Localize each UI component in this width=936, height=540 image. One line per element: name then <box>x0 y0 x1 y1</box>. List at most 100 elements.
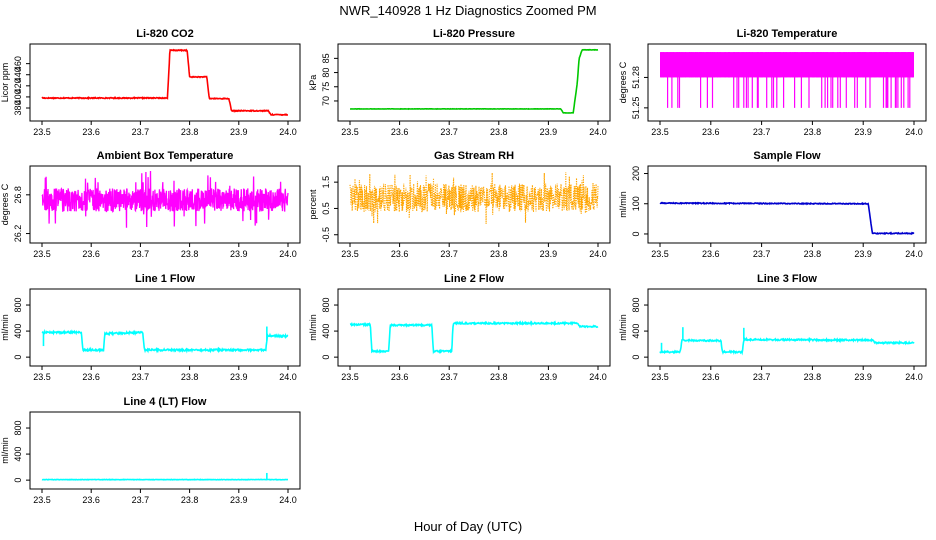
figure-xlabel: Hour of Day (UTC) <box>414 519 522 534</box>
figure-title: NWR_140928 1 Hz Diagnostics Zoomed PM <box>339 3 596 18</box>
y-tick-label: 800 <box>631 298 641 313</box>
chart-panel: Ambient Box Temperature degrees C26.2 26.8… <box>0 150 301 259</box>
x-tick-label: 23.6 <box>702 127 720 137</box>
chart-panel: Line 2 Flow ml/min 0 400 800 23.5 23.6 23.7 23.8… <box>308 273 611 382</box>
y-tick-label: 51.25 <box>631 97 641 120</box>
y-tick-label: 420 <box>13 78 23 93</box>
y-tick-label: 800 <box>13 298 23 313</box>
x-tick-label: 23.7 <box>132 372 150 382</box>
x-tick-label: 24.0 <box>589 249 607 259</box>
x-tick-label: 23.6 <box>82 372 100 382</box>
x-tick-label: 23.7 <box>440 249 458 259</box>
x-tick-label: 23.5 <box>33 495 51 505</box>
plot-frame <box>647 288 927 367</box>
x-tick-label: 23.9 <box>540 127 558 137</box>
x-tick-label: 24.0 <box>279 495 297 505</box>
x-tick-label: 23.8 <box>490 372 508 382</box>
series-line <box>349 320 599 355</box>
y-tick-label: 400 <box>321 324 331 339</box>
x-tick-label: 23.5 <box>341 249 359 259</box>
y-tick-label: 0 <box>631 231 641 236</box>
chart-panel: Li-820 Temperature degrees C51.25 51.28 23.… <box>618 28 927 137</box>
y-tick-label: 0 <box>321 355 331 360</box>
y-tick-label: 460 <box>13 56 23 71</box>
x-tick-label: 23.7 <box>132 249 150 259</box>
x-tick-label: 23.9 <box>230 372 248 382</box>
y-tick-label: 800 <box>321 298 331 313</box>
x-tick-label: 23.5 <box>33 372 51 382</box>
x-tick-label: 24.0 <box>279 249 297 259</box>
x-tick-label: 23.5 <box>651 372 669 382</box>
x-tick-label: 23.7 <box>132 495 150 505</box>
y-tick-label: 800 <box>13 421 23 436</box>
x-tick-label: 24.0 <box>905 372 923 382</box>
x-tick-label: 23.7 <box>440 372 458 382</box>
x-tick-label: 24.0 <box>589 127 607 137</box>
x-tick-label: 23.9 <box>230 249 248 259</box>
y-axis-label: ml/min <box>308 314 318 341</box>
chart-title: Li-820 CO2 <box>136 28 193 40</box>
series-line <box>659 336 915 356</box>
y-axis-label: ml/min <box>0 314 10 341</box>
y-tick-label: 26.2 <box>13 225 23 243</box>
x-tick-label: 23.8 <box>181 372 199 382</box>
x-tick-label: 23.8 <box>804 372 822 382</box>
y-tick-label: -0.5 <box>321 227 331 243</box>
x-tick-label: 23.6 <box>82 127 100 137</box>
series-line <box>349 171 599 225</box>
x-tick-label: 23.6 <box>82 495 100 505</box>
chart-title: Gas Stream RH <box>434 150 514 162</box>
plot-frame <box>337 165 611 244</box>
x-tick-label: 23.9 <box>854 372 872 382</box>
chart-title: Li-820 Temperature <box>737 28 838 40</box>
x-tick-label: 23.9 <box>230 127 248 137</box>
x-tick-label: 23.5 <box>33 127 51 137</box>
y-tick-label: 400 <box>631 324 641 339</box>
x-tick-label: 24.0 <box>279 372 297 382</box>
x-tick-label: 23.5 <box>33 249 51 259</box>
x-tick-label: 23.8 <box>181 495 199 505</box>
chart-panel: Line 4 (LT) Flow ml/min 0 400 800 23.5 23.6 23.… <box>0 396 301 505</box>
series-line <box>41 48 288 117</box>
y-tick-label: 200 <box>631 166 641 181</box>
x-tick-label: 23.6 <box>391 249 409 259</box>
chart-title: Ambient Box Temperature <box>97 150 234 162</box>
y-axis-label: ml/min <box>618 191 628 218</box>
chart-title: Sample Flow <box>753 150 821 162</box>
x-tick-label: 23.7 <box>753 127 771 137</box>
plot-frame <box>337 288 611 367</box>
plot-frame <box>647 165 927 244</box>
x-tick-label: 23.8 <box>804 249 822 259</box>
y-tick-label: 51.28 <box>631 66 641 89</box>
y-tick-label: 400 <box>13 324 23 339</box>
x-tick-label: 23.5 <box>651 249 669 259</box>
series-line <box>350 48 599 114</box>
plot-frame <box>29 43 301 122</box>
series-line <box>661 52 913 108</box>
plot-frame <box>29 288 301 367</box>
x-tick-label: 23.8 <box>181 249 199 259</box>
y-tick-label: 0 <box>13 355 23 360</box>
series-line <box>41 328 289 354</box>
y-tick-label: 100 <box>631 196 641 211</box>
x-tick-label: 23.5 <box>341 127 359 137</box>
x-tick-label: 23.6 <box>391 127 409 137</box>
x-tick-label: 23.8 <box>181 127 199 137</box>
x-tick-label: 23.5 <box>341 372 359 382</box>
chart-panel: Line 1 Flow ml/min 0 400 800 23.5 23.6 23.7 23.8… <box>0 273 301 382</box>
x-tick-label: 23.9 <box>854 249 872 259</box>
y-axis-label: degrees C <box>0 183 10 225</box>
y-tick-label: 400 <box>13 89 23 104</box>
y-tick-label: 70 <box>321 96 331 106</box>
y-axis-label: percent <box>308 189 318 220</box>
plot-frame <box>647 43 927 122</box>
x-tick-label: 23.6 <box>82 249 100 259</box>
chart-title: Line 3 Flow <box>757 273 817 285</box>
x-tick-label: 23.7 <box>132 127 150 137</box>
x-tick-label: 23.9 <box>230 495 248 505</box>
x-tick-label: 23.6 <box>702 249 720 259</box>
y-tick-label: 75 <box>321 82 331 92</box>
x-tick-label: 23.7 <box>440 127 458 137</box>
